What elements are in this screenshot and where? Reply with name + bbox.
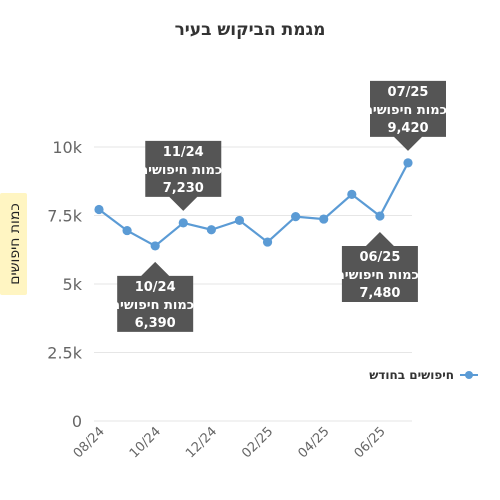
- annotations-layer: 11/24 כמות חיפושים: 7,230 10/24 כמות חיפושים…: [111, 80, 452, 332]
- data-point[interactable]: [347, 189, 357, 200]
- x-tick-label: 12/24: [183, 424, 220, 461]
- annotation-box: [341, 232, 418, 303]
- annotation-callout: 11/24 כמות חיפושים: 7,230: [139, 140, 227, 211]
- data-point[interactable]: [291, 211, 301, 222]
- y-axis-ticks: 0 2.5k 5k 7.5k 10k: [47, 138, 82, 431]
- series-layer: [94, 158, 413, 251]
- x-tick-label: 04/25: [295, 424, 332, 461]
- y-axis-label-background: [0, 193, 27, 295]
- data-point[interactable]: [375, 211, 385, 221]
- y-tick-label: 0: [72, 412, 82, 431]
- data-point[interactable]: [206, 225, 216, 235]
- data-point[interactable]: [234, 215, 245, 226]
- legend-label: חיפושים בחודש: [369, 368, 454, 382]
- annotation-label: 07/25: [388, 85, 429, 100]
- annotation-box: [370, 80, 446, 151]
- annotation-callout: 06/25 כמות חיפושים: 7,480: [336, 232, 424, 303]
- annotation-text: כמות חיפושים:: [139, 163, 227, 178]
- x-axis-ticks: 08/24 10/24 12/24 02/25 04/25 06/25: [71, 424, 389, 461]
- annotation-value: 9,420: [387, 121, 428, 136]
- data-point[interactable]: [150, 241, 160, 251]
- chart-title: מגמת הביקוש בעיר: [175, 20, 326, 40]
- y-tick-label: 5k: [63, 275, 83, 294]
- annotation-label: 06/25: [359, 250, 400, 265]
- data-point[interactable]: [403, 158, 413, 168]
- annotation-box: [145, 140, 222, 211]
- y-tick-label: 2.5k: [47, 344, 82, 363]
- y-tick-label: 10k: [52, 138, 82, 157]
- annotation-callout: 10/24 כמות חיפושים: 6,390: [111, 261, 199, 332]
- y-axis-label: כמות חיפושים: [7, 203, 23, 285]
- legend-marker: [465, 371, 473, 379]
- annotation-text: כמות חיפושים:: [364, 103, 452, 118]
- annotation-label: 11/24: [163, 145, 204, 160]
- annotation-text: כמות חיפושים:: [336, 268, 424, 283]
- legend[interactable]: חיפושים בחודש: [369, 368, 478, 382]
- data-point[interactable]: [94, 204, 104, 215]
- annotation-value: 6,390: [135, 316, 176, 331]
- y-tick-label: 7.5k: [47, 207, 82, 226]
- annotation-value: 7,230: [163, 181, 204, 196]
- annotation-label: 10/24: [135, 280, 176, 295]
- annotation-callout: 07/25 כמות חיפושים: 9,420: [364, 80, 452, 151]
- x-tick-label: 10/24: [127, 424, 164, 461]
- data-point[interactable]: [319, 214, 329, 224]
- x-tick-label: 06/25: [352, 424, 389, 461]
- annotation-value: 7,480: [359, 286, 400, 301]
- x-tick-label: 02/25: [239, 424, 276, 461]
- data-point[interactable]: [122, 225, 132, 236]
- y-axis-label-group: כמות חיפושים: [0, 193, 27, 295]
- series-line: [98, 162, 409, 248]
- annotation-text: כמות חיפושים:: [111, 298, 199, 313]
- data-point[interactable]: [178, 218, 188, 228]
- annotation-box: [117, 261, 194, 332]
- data-point[interactable]: [262, 237, 273, 247]
